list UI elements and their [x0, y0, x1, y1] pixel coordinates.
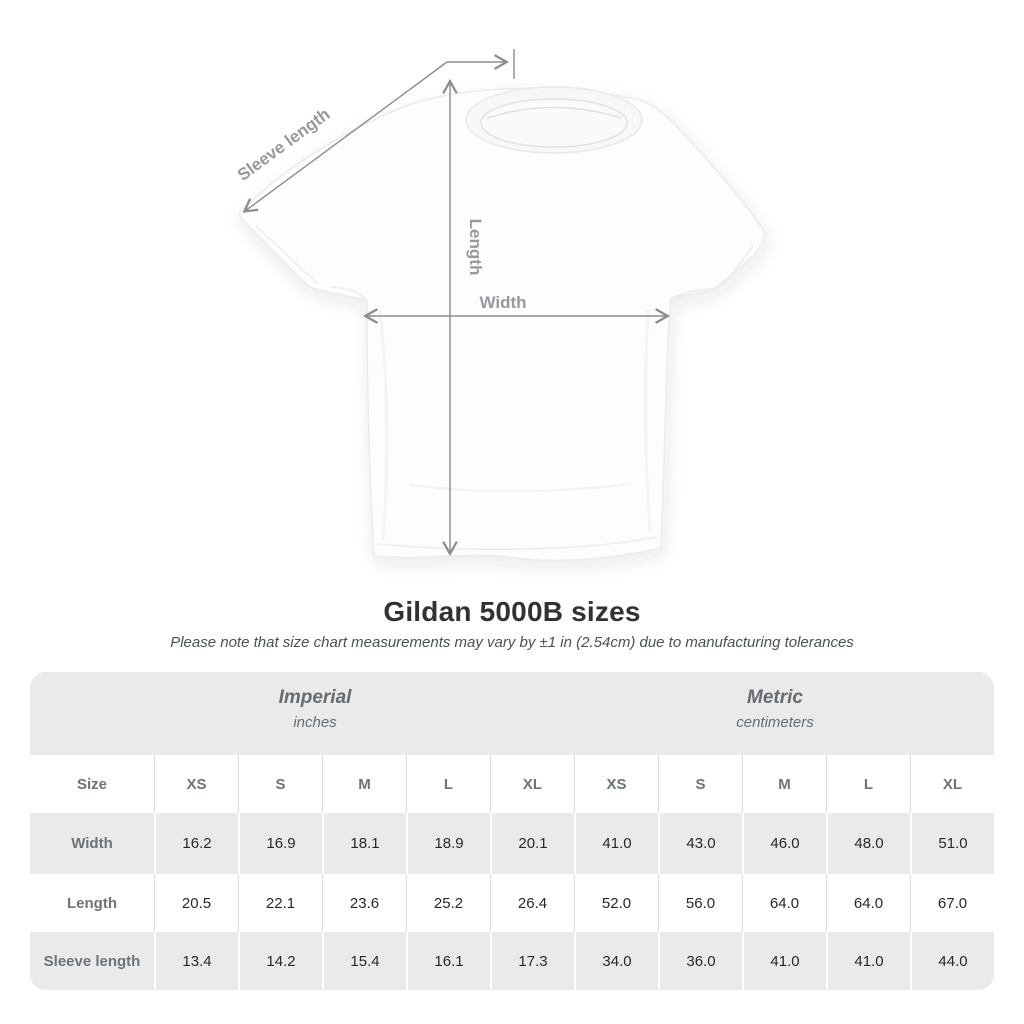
right-cuff-seam: [723, 245, 754, 285]
col-header-imperial-m: M: [322, 755, 406, 813]
table-cell: 44.0: [910, 932, 994, 990]
collar-inner: [480, 98, 628, 148]
table-cell: 64.0: [826, 874, 910, 932]
length-label: Length: [466, 219, 485, 276]
col-header-metric-l: L: [826, 755, 910, 813]
col-header-metric-xl: XL: [910, 755, 994, 813]
imperial-label: Imperial: [278, 687, 352, 708]
col-header-metric-xs: XS: [574, 755, 658, 813]
sleeve-length-row: Sleeve length 13.4 14.2 15.4 16.1 17.3 3…: [30, 932, 994, 990]
table-cell: 26.4: [490, 874, 574, 932]
metric-label: Metric: [747, 687, 803, 708]
table-cell: 16.1: [406, 932, 490, 990]
table-cell: 13.4: [154, 932, 238, 990]
width-label: Width: [479, 293, 526, 312]
table-cell: 64.0: [742, 874, 826, 932]
width-row: Width 16.2 16.9 18.1 18.9 20.1 41.0 43.0…: [30, 813, 994, 874]
col-header-imperial-xs: XS: [154, 755, 238, 813]
table-cell: 22.1: [238, 874, 322, 932]
table-cell: 18.1: [322, 813, 406, 874]
table-cell: 51.0: [910, 813, 994, 874]
col-header-imperial-l: L: [406, 755, 490, 813]
metric-group-header: Metric centimeters: [625, 687, 925, 731]
table-cell: 17.3: [490, 932, 574, 990]
table-cell: 16.9: [238, 813, 322, 874]
size-chart-table: Imperial inches Metric centimeters Size …: [30, 672, 994, 990]
col-header-metric-m: M: [742, 755, 826, 813]
length-row: Length 20.5 22.1 23.6 25.2 26.4 52.0 56.…: [30, 874, 994, 932]
row-label-width: Width: [71, 835, 113, 852]
imperial-unit-label: inches: [293, 714, 337, 731]
tshirt-measurement-diagram: Sleeve length Length Width: [234, 49, 766, 562]
table-cell: 43.0: [658, 813, 742, 874]
row-label-sleeve-length: Sleeve length: [43, 952, 141, 970]
table-cell: 15.4: [322, 932, 406, 990]
table-cell: 46.0: [742, 813, 826, 874]
metric-unit-label: centimeters: [736, 714, 814, 731]
unit-group-band: Imperial inches Metric centimeters: [30, 672, 994, 755]
table-cell: 16.2: [154, 813, 238, 874]
page-title: Gildan 5000B sizes: [383, 596, 641, 627]
table-cell: 18.9: [406, 813, 490, 874]
table-cell: 52.0: [574, 874, 658, 932]
col-header-metric-s: S: [658, 755, 742, 813]
col-header-imperial-xl: XL: [490, 755, 574, 813]
table-cell: 20.5: [154, 874, 238, 932]
table-cell: 41.0: [574, 813, 658, 874]
left-cuff-seam: [255, 225, 319, 285]
sleeve-length-arrow-diagonal: [242, 61, 448, 213]
table-cell: 41.0: [826, 932, 910, 990]
table-cell: 67.0: [910, 874, 994, 932]
size-header: Size: [76, 775, 107, 793]
hem-seam: [377, 536, 657, 551]
table-cell: 56.0: [658, 874, 742, 932]
table-cell: 34.0: [574, 932, 658, 990]
table-cell: 25.2: [406, 874, 490, 932]
row-label-length: Length: [67, 894, 117, 912]
size-header-row: Size XS S M L XL XS S M L XL: [30, 755, 994, 813]
table-cell: 20.1: [490, 813, 574, 874]
tolerance-note: Please note that size chart measurements…: [170, 634, 854, 651]
imperial-group-header: Imperial inches: [165, 687, 465, 731]
col-header-imperial-s: S: [238, 755, 322, 813]
measurement-annotations: [242, 49, 671, 557]
tshirt-illustration: [239, 86, 766, 562]
table-cell: 14.2: [238, 932, 322, 990]
table-cell: 48.0: [826, 813, 910, 874]
table-cell: 36.0: [658, 932, 742, 990]
table-cell: 41.0: [742, 932, 826, 990]
table-cell: 23.6: [322, 874, 406, 932]
